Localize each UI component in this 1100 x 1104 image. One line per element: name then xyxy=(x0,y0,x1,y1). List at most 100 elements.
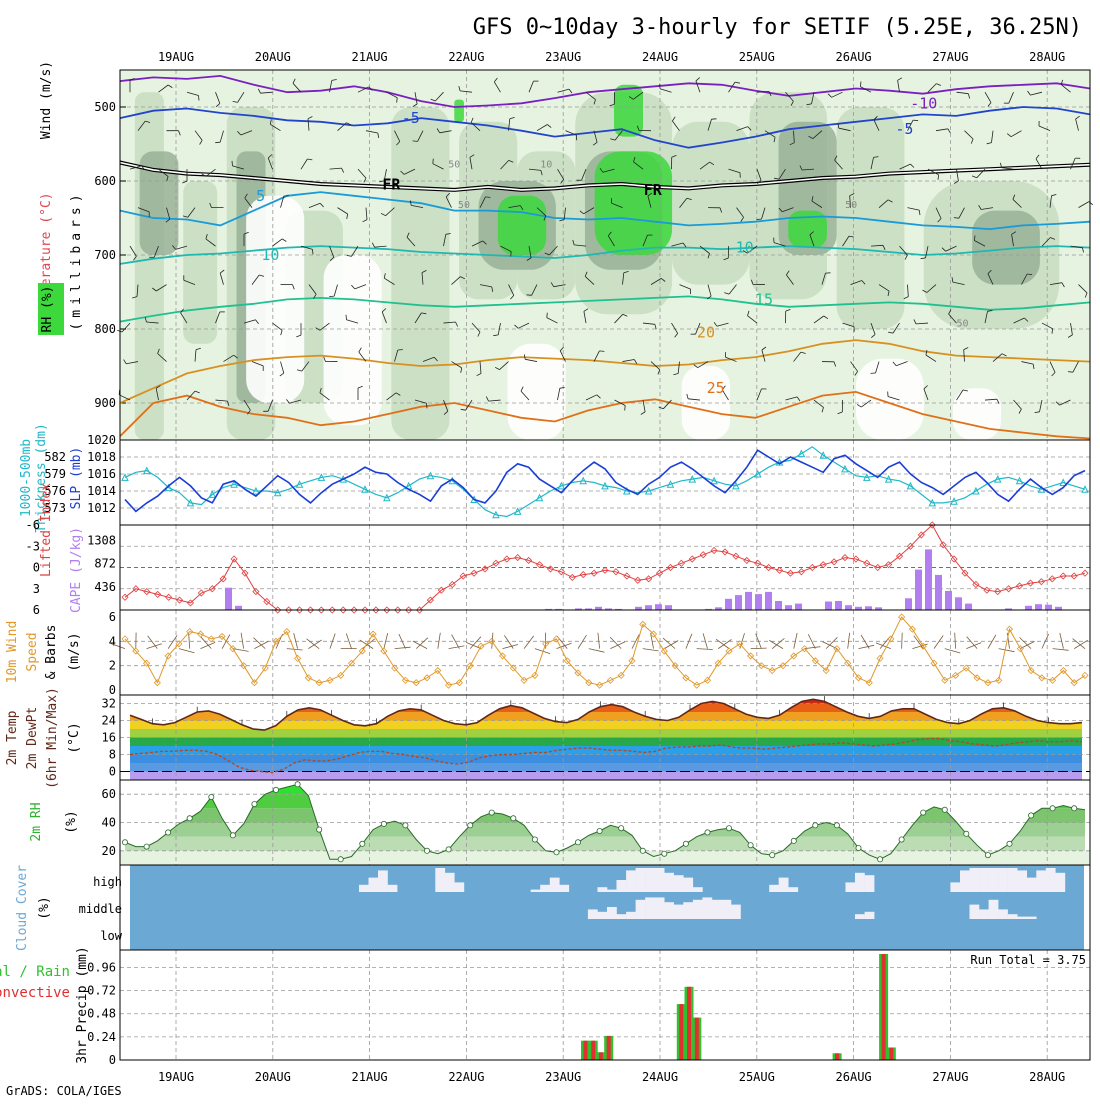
rh-shade-0 xyxy=(135,92,164,440)
wind-barb-flag xyxy=(485,197,490,198)
cape-tick-1: 872 xyxy=(94,557,116,571)
isotherm-label-11: 50 xyxy=(448,160,460,171)
temp-tick-4: 32 xyxy=(102,697,116,711)
cloud-middle-cell-52 xyxy=(626,912,636,919)
rh-band-3 xyxy=(120,794,1090,808)
cloud-high-cell-52 xyxy=(626,870,636,892)
wind-tick-2: 4 xyxy=(109,634,116,648)
rh-point xyxy=(985,853,990,858)
cape-bar-61 xyxy=(735,595,742,610)
rh-point xyxy=(683,841,688,846)
rh-point xyxy=(856,845,861,850)
surface-wind-barb xyxy=(524,636,534,649)
cloud-high-cell-59 xyxy=(693,887,703,892)
cape-bar-70 xyxy=(825,602,832,611)
precip-tick-1: 0.24 xyxy=(87,1030,116,1044)
temp-tick-1: 8 xyxy=(109,748,116,762)
isotherm-label-6: 15 xyxy=(755,290,773,308)
rh-point xyxy=(209,794,214,799)
rh-point xyxy=(619,826,624,831)
surface-wind-barb xyxy=(492,633,493,649)
wind-barb-flag xyxy=(313,249,314,254)
date-label-bottom-6: 25AUG xyxy=(739,1070,775,1084)
surface-wind-barb xyxy=(955,633,956,649)
cape-bar-60 xyxy=(725,599,732,610)
rh-point xyxy=(446,847,451,852)
temp-band-8 xyxy=(120,704,1090,713)
cape-bar-80 xyxy=(925,549,932,610)
surface-wind-barb xyxy=(189,633,190,649)
surface-wind-barb xyxy=(697,649,713,650)
rh-band-0 xyxy=(120,837,1090,851)
cape-bar-79 xyxy=(915,570,922,610)
rh-ylabel-2: (%) xyxy=(64,810,79,833)
precip-ylabel-1: 3hr Precip (mm) xyxy=(75,946,90,1063)
wind-speed-line xyxy=(125,617,1085,685)
cloud-high-cell-77 xyxy=(865,875,875,892)
pressure-units-label: (millibars) xyxy=(69,189,84,330)
cloud-high-cell-54 xyxy=(645,868,655,892)
wind-barb-flag xyxy=(199,96,200,101)
cape-bar-92 xyxy=(1045,605,1052,610)
cape-bar-10 xyxy=(225,588,232,610)
rh-point xyxy=(489,810,494,815)
cape-bar-11 xyxy=(235,606,242,610)
wind-tick-3: 6 xyxy=(109,610,116,624)
surface-wind-barb xyxy=(470,637,481,649)
precip-tick-0: 0 xyxy=(109,1053,116,1067)
surface-wind-barb xyxy=(643,649,659,651)
precip-tick-4: 0.96 xyxy=(87,960,116,974)
cape-bar-64 xyxy=(765,592,772,610)
precip-tick-3: 0.72 xyxy=(87,984,116,998)
slp-tick-2: 1016 xyxy=(87,467,116,481)
chart-title: GFS 0~10day 3-hourly for SETIF (5.25E, 3… xyxy=(473,15,1082,40)
rh-band-1 xyxy=(120,823,1090,837)
cape-bar-54 xyxy=(665,605,672,610)
rh-shade-21 xyxy=(454,100,464,122)
rh-point xyxy=(748,843,753,848)
temp-band-1 xyxy=(120,763,1090,772)
cloud-middle-cell-59 xyxy=(693,900,703,919)
cape-bar-72 xyxy=(845,605,852,610)
cloud-high-cell-96 xyxy=(1046,868,1056,892)
wind-barb-flag xyxy=(599,351,604,352)
li-tick-4: 6 xyxy=(33,603,40,617)
rh-shade-4 xyxy=(391,107,449,440)
cape-bar-90 xyxy=(1025,606,1032,610)
isotherm-label-12: 50 xyxy=(458,200,470,211)
rh-point xyxy=(1050,806,1055,811)
surface-wind-barb xyxy=(1060,633,1064,649)
rh-point xyxy=(511,816,516,821)
cloud-high-cell-89 xyxy=(979,868,989,892)
cloud-middle-cell-61 xyxy=(712,900,722,919)
rh-clear-5 xyxy=(953,388,1001,440)
temp-ylabel-4: (°C) xyxy=(67,722,82,753)
cloud-middle-cell-92 xyxy=(1008,914,1018,919)
rh-point xyxy=(532,837,537,842)
rh-base-band xyxy=(120,851,1090,865)
slp-tick-3: 1018 xyxy=(87,450,116,464)
wind-tick-1: 2 xyxy=(109,659,116,673)
cloud-high-cell-68 xyxy=(779,878,789,892)
date-label-top-7: 26AUG xyxy=(836,50,872,64)
precip-ylabel-2: Total / Rain xyxy=(0,964,70,980)
surface-wind-barb xyxy=(858,645,874,648)
cloud-high-cell-25 xyxy=(369,878,379,892)
precip-tick-2: 0.48 xyxy=(87,1007,116,1021)
surface-wind-barb xyxy=(416,638,428,649)
surface-wind-barb xyxy=(934,636,943,649)
surface-wind-barb xyxy=(999,649,1015,652)
surface-wind-barb xyxy=(1073,639,1085,649)
date-label-bottom-1: 20AUG xyxy=(255,1070,291,1084)
rh-point xyxy=(360,841,365,846)
cloud-middle-cell-57 xyxy=(674,905,684,919)
isotherm-label-15: 50 xyxy=(956,319,968,330)
cape-bar-74 xyxy=(865,606,872,610)
rh-point xyxy=(424,848,429,853)
cloud-middle-cell-91 xyxy=(998,909,1008,919)
cloud-high-cell-67 xyxy=(769,885,779,892)
isotherm-label-7: 20 xyxy=(697,324,715,342)
rh-legend-label: RH (%) xyxy=(40,286,55,333)
cloud-high-cell-76 xyxy=(855,873,865,892)
cloud-middle-cell-53 xyxy=(636,900,646,919)
